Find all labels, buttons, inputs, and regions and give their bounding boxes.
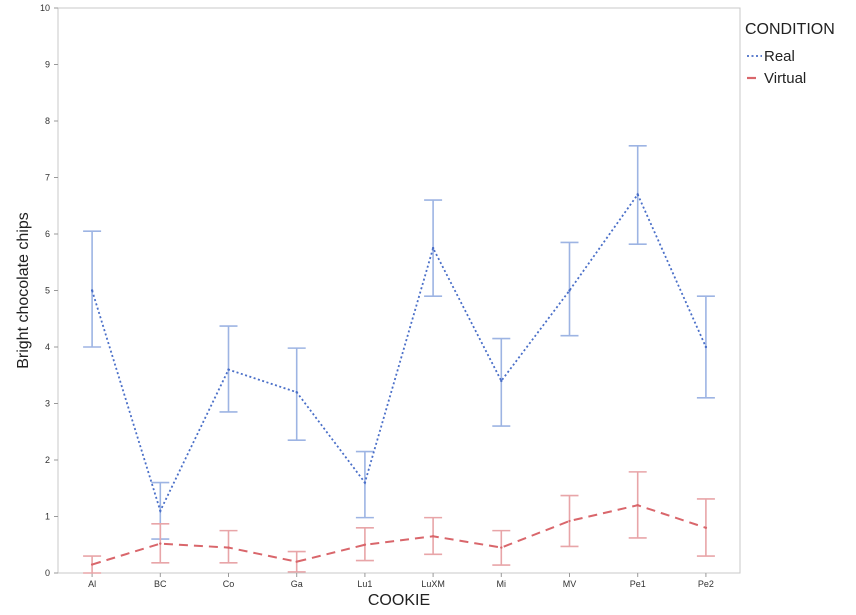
y-axis-title: Bright chocolate chips [15, 212, 32, 369]
y-tick-label: 8 [45, 116, 50, 126]
y-tick-label: 1 [45, 512, 50, 522]
y-tick-label: 5 [45, 286, 50, 296]
data-point [431, 535, 435, 538]
x-tick-label: Pe2 [698, 579, 714, 589]
data-point [568, 289, 571, 292]
data-point [500, 379, 503, 383]
data-point [704, 345, 708, 349]
data-point [227, 546, 230, 549]
series-line [91, 504, 707, 566]
y-tick-label: 4 [45, 342, 50, 352]
y-tick-label: 10 [40, 3, 50, 13]
x-tick-label: Al [88, 579, 96, 589]
data-point [295, 560, 298, 563]
plot-frame [57, 7, 741, 574]
data-point [636, 504, 639, 507]
data-point [431, 246, 435, 250]
data-point [295, 391, 298, 394]
x-tick-label: BC [154, 579, 167, 589]
y-tick-label: 7 [45, 173, 50, 183]
series-line [91, 192, 707, 514]
y-tick-label: 2 [45, 455, 50, 465]
legend-title: CONDITION [745, 21, 835, 38]
series-real [83, 145, 715, 540]
x-axis-ticks: Al BC Co Ga Lu1 LuXM Mi MV Pe1 Pe2 [88, 573, 714, 589]
x-tick-label: LuXM [421, 579, 445, 589]
data-point [363, 481, 367, 484]
legend: CONDITION Real Virtual [745, 21, 835, 87]
data-point [159, 509, 162, 513]
data-point [90, 289, 94, 292]
data-point [636, 193, 639, 196]
y-tick-label: 6 [45, 229, 50, 239]
legend-label-real: Real [764, 48, 795, 65]
series-layer [83, 145, 715, 574]
data-point [227, 368, 230, 371]
x-tick-label: Co [223, 579, 235, 589]
x-axis-title: COOKIE [368, 592, 430, 609]
x-tick-label: MV [563, 579, 577, 589]
y-tick-label: 0 [45, 568, 50, 578]
y-tick-label: 3 [45, 399, 50, 409]
data-point [704, 526, 708, 529]
x-tick-label: Pe1 [630, 579, 646, 589]
data-point [500, 546, 503, 549]
x-tick-label: Mi [497, 579, 507, 589]
x-tick-label: Ga [291, 579, 303, 589]
legend-label-virtual: Virtual [764, 70, 806, 87]
series-virtual [83, 471, 715, 574]
y-axis-ticks: 0 1 2 3 4 5 6 7 8 9 10 [40, 3, 58, 578]
data-point [568, 519, 571, 523]
x-tick-label: Lu1 [357, 579, 372, 589]
y-tick-label: 9 [45, 60, 50, 70]
data-point [90, 563, 94, 566]
data-point [159, 542, 162, 545]
data-point [363, 543, 367, 546]
